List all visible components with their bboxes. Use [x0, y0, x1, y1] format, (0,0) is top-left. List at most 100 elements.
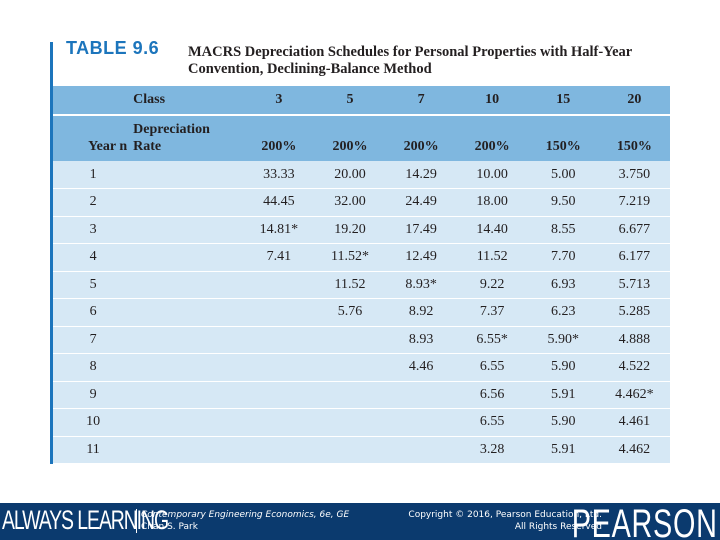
footer-divider [136, 509, 137, 533]
book-title: Contemporary Engineering Economics, 6e, … [141, 510, 350, 520]
value-cell: 5.91 [527, 381, 599, 409]
value-cell: 6.677 [598, 216, 670, 244]
class-header: 20 [598, 86, 670, 115]
rate-spacer-cell [133, 326, 244, 354]
value-cell [314, 353, 386, 381]
rate-label: Depreciation Rate [133, 115, 244, 161]
value-cell [314, 436, 386, 464]
value-cell: 7.219 [598, 188, 670, 216]
class-header-spacer [53, 86, 134, 115]
value-cell: 6.93 [527, 271, 599, 299]
class-header-row: Class 3 5 7 10 15 20 [53, 86, 670, 115]
value-cell: 44.45 [243, 188, 315, 216]
value-cell [314, 381, 386, 409]
rate-spacer-cell [133, 408, 244, 436]
class-header: 15 [527, 86, 599, 115]
year-header: Year n [53, 115, 134, 161]
value-cell: 4.462 [598, 436, 670, 464]
rate-spacer-cell [133, 353, 244, 381]
value-cell: 14.29 [385, 161, 457, 189]
rate-label-line1: Depreciation [133, 122, 210, 137]
value-cell [314, 326, 386, 354]
value-cell: 33.33 [243, 161, 315, 189]
value-cell: 17.49 [385, 216, 457, 244]
table-body: 1 33.33 20.00 14.29 10.00 5.00 3.750 2 44.45 32.0… [53, 161, 670, 464]
value-cell: 9.22 [456, 271, 528, 299]
value-cell: 6.55* [456, 326, 528, 354]
rate-spacer-cell [133, 216, 244, 244]
class-header: 3 [243, 86, 315, 115]
copyright-notice: Copyright © 2016, Pearson Education, Ltd… [408, 509, 602, 533]
rate-header: 200% [314, 115, 386, 161]
pearson-logo: PEARSON [572, 502, 718, 540]
value-cell: 4.888 [598, 326, 670, 354]
table-row: 4 7.41 11.52* 12.49 11.52 7.70 6.177 [53, 243, 670, 271]
value-cell [243, 326, 315, 354]
value-cell: 6.23 [527, 298, 599, 326]
year-cell: 4 [53, 243, 134, 271]
year-cell: 6 [53, 298, 134, 326]
rate-header: 200% [456, 115, 528, 161]
value-cell: 8.93 [385, 326, 457, 354]
rate-spacer-cell [133, 188, 244, 216]
table-row: 10 6.55 5.90 4.461 [53, 408, 670, 436]
value-cell [243, 298, 315, 326]
year-cell: 10 [53, 408, 134, 436]
value-cell: 5.90* [527, 326, 599, 354]
rate-header: 150% [527, 115, 599, 161]
table-row: 2 44.45 32.00 24.49 18.00 9.50 7.219 [53, 188, 670, 216]
rate-spacer-cell [133, 161, 244, 189]
value-cell: 4.46 [385, 353, 457, 381]
table-title: MACRS Depreciation Schedules for Persona… [188, 44, 632, 77]
value-cell: 6.177 [598, 243, 670, 271]
value-cell: 5.76 [314, 298, 386, 326]
footer-bar [0, 503, 720, 540]
year-cell: 9 [53, 381, 134, 409]
value-cell: 6.55 [456, 353, 528, 381]
value-cell [385, 408, 457, 436]
value-cell [243, 271, 315, 299]
value-cell: 4.462* [598, 381, 670, 409]
value-cell: 32.00 [314, 188, 386, 216]
book-citation: Contemporary Engineering Economics, 6e, … [141, 509, 349, 533]
rate-spacer-cell [133, 298, 244, 326]
table-row: 1 33.33 20.00 14.29 10.00 5.00 3.750 [53, 161, 670, 189]
value-cell: 14.81* [243, 216, 315, 244]
value-cell: 4.522 [598, 353, 670, 381]
year-cell: 11 [53, 436, 134, 464]
year-cell: 2 [53, 188, 134, 216]
value-cell: 5.285 [598, 298, 670, 326]
value-cell: 14.40 [456, 216, 528, 244]
value-cell: 3.28 [456, 436, 528, 464]
class-header: 5 [314, 86, 386, 115]
value-cell: 9.50 [527, 188, 599, 216]
year-cell: 7 [53, 326, 134, 354]
value-cell [385, 381, 457, 409]
value-cell: 5.91 [527, 436, 599, 464]
rate-spacer-cell [133, 243, 244, 271]
book-author: Chan S. Park [141, 522, 198, 532]
value-cell [243, 436, 315, 464]
value-cell [243, 408, 315, 436]
value-cell: 3.750 [598, 161, 670, 189]
rate-header-row: Year n Depreciation Rate 200% 200% 200% … [53, 115, 670, 161]
rate-header: 200% [385, 115, 457, 161]
table-label: TABLE 9.6 [66, 38, 160, 58]
value-cell: 5.90 [527, 408, 599, 436]
class-header: 7 [385, 86, 457, 115]
table-row: 9 6.56 5.91 4.462* [53, 381, 670, 409]
value-cell: 10.00 [456, 161, 528, 189]
value-cell [243, 353, 315, 381]
year-cell: 8 [53, 353, 134, 381]
value-cell: 11.52* [314, 243, 386, 271]
table-row: 11 3.28 5.91 4.462 [53, 436, 670, 464]
rate-label-line2: Rate [133, 139, 162, 154]
value-cell: 6.55 [456, 408, 528, 436]
table-row: 3 14.81* 19.20 17.49 14.40 8.55 6.677 [53, 216, 670, 244]
value-cell: 8.93* [385, 271, 457, 299]
always-learning-logo: ALWAYS LEARNING [2, 505, 169, 535]
year-cell: 3 [53, 216, 134, 244]
rate-header: 150% [598, 115, 670, 161]
copyright-line1: Copyright © 2016, Pearson Education, Ltd… [408, 510, 602, 520]
value-cell: 7.70 [527, 243, 599, 271]
